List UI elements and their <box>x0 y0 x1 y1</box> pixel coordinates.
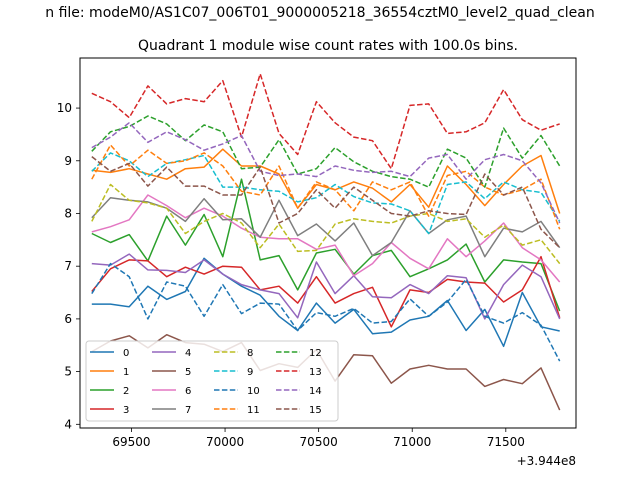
series-layer <box>91 73 561 411</box>
series-line-15 <box>91 156 561 249</box>
series-line-6 <box>91 194 561 283</box>
y-tick-label: 8 <box>64 206 72 220</box>
y-tick-label: 7 <box>64 259 72 273</box>
y-tick-label: 5 <box>64 365 72 379</box>
series-line-13 <box>91 73 560 170</box>
y-tick-label: 6 <box>64 312 72 326</box>
legend-box <box>85 340 339 422</box>
legend-label-12: 12 <box>309 348 322 359</box>
legend-label-3: 3 <box>123 405 129 416</box>
legend-label-1: 1 <box>123 367 129 378</box>
legend-label-15: 15 <box>309 405 322 416</box>
legend-label-8: 8 <box>247 348 253 359</box>
legend-label-7: 7 <box>185 405 191 416</box>
x-tick-label: 69500 <box>112 435 150 449</box>
series-line-9 <box>91 152 561 235</box>
chart-title: Quadrant 1 module wise count rates with … <box>138 38 518 54</box>
series-line-8 <box>91 183 561 265</box>
legend-label-5: 5 <box>185 367 191 378</box>
figure-suptitle: n file: modeM0/AS1C07_006T01_9000005218_… <box>45 5 594 21</box>
y-tick-label: 10 <box>57 101 72 115</box>
series-line-14 <box>91 122 561 224</box>
series-line-3 <box>91 255 561 328</box>
x-tick-label: 70500 <box>300 435 338 449</box>
y-axis-ticks: 4 5 6 7 8 9 10 <box>57 101 80 431</box>
legend-label-4: 4 <box>185 348 191 359</box>
legend-label-10: 10 <box>247 386 260 397</box>
legend-label-2: 2 <box>123 386 129 397</box>
legend-label-6: 6 <box>185 386 191 397</box>
series-line-1 <box>91 148 561 214</box>
x-tick-label: 71000 <box>393 435 431 449</box>
y-tick-label: 9 <box>64 154 72 168</box>
series-line-11 <box>91 144 561 230</box>
x-tick-label: 71500 <box>487 435 525 449</box>
x-tick-label: 70000 <box>206 435 244 449</box>
legend-label-0: 0 <box>123 348 129 359</box>
series-line-10 <box>91 262 561 362</box>
legend-label-9: 9 <box>247 367 253 378</box>
axes-frame <box>79 57 577 429</box>
x-axis-ticks: 69500 70000 70500 71000 71500 <box>112 428 525 449</box>
series-line-4 <box>91 253 561 320</box>
series-line-7 <box>91 196 561 258</box>
y-tick-label: 4 <box>64 417 72 431</box>
legend-label-13: 13 <box>309 367 322 378</box>
legend-label-14: 14 <box>309 386 322 397</box>
legend-label-11: 11 <box>247 405 260 416</box>
series-line-2 <box>91 178 561 312</box>
x-axis-offset-label: +3.944e8 <box>517 454 576 468</box>
